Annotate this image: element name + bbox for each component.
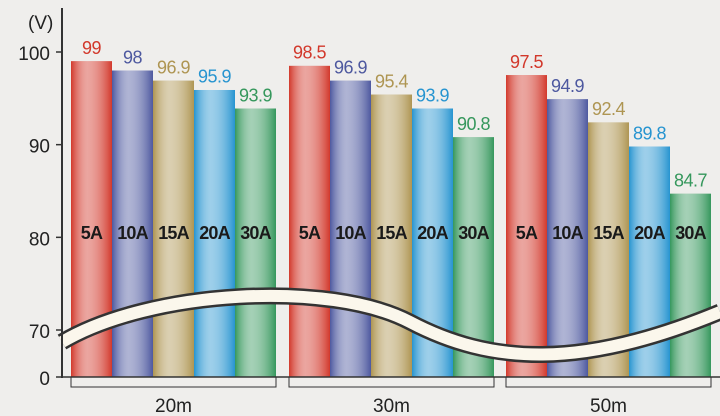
y-tick-label: 70 [29, 322, 50, 343]
series-label: 20A [417, 223, 448, 243]
value-label: 92.4 [592, 99, 626, 119]
bar-shine [153, 80, 194, 377]
value-label: 95.9 [198, 67, 232, 87]
value-label: 96.9 [334, 57, 368, 77]
value-label: 84.7 [674, 171, 708, 191]
bar-shine [547, 99, 588, 377]
category-bracket [70, 377, 277, 388]
axis-break-fill [58, 289, 720, 361]
series-label: 15A [376, 223, 407, 243]
category-bracket [505, 377, 712, 388]
value-label: 93.9 [416, 85, 450, 105]
bar-shine [670, 193, 711, 377]
y-tick-label: 80 [29, 229, 50, 250]
series-label: 15A [158, 223, 189, 243]
value-label: 94.9 [551, 76, 585, 96]
series-label: 30A [458, 223, 489, 243]
bar-shine [289, 65, 330, 378]
series-label: 30A [240, 223, 271, 243]
bar-shine [235, 108, 276, 377]
value-label: 89.8 [633, 123, 667, 143]
bar-shine [371, 94, 412, 378]
x-tick-label: 50m [590, 396, 627, 416]
series-label: 10A [552, 223, 583, 243]
value-label: 90.8 [457, 114, 491, 134]
bar-shine [506, 75, 547, 378]
bar-shine [588, 122, 629, 377]
series-label: 10A [335, 223, 366, 243]
x-tick-label: 30m [373, 396, 410, 416]
y-tick-label: 0 [39, 369, 50, 390]
series-label: 30A [675, 223, 706, 243]
bar-shine [330, 80, 371, 377]
series-label: 5A [299, 223, 321, 243]
series-label: 20A [199, 223, 230, 243]
value-label: 95.4 [375, 71, 409, 91]
y-axis-label: (V) [28, 13, 53, 34]
series-label: 10A [117, 223, 148, 243]
y-tick-label: 100 [18, 44, 50, 65]
x-tick-label: 20m [155, 396, 192, 416]
value-label: 98 [123, 47, 143, 67]
value-label: 93.9 [239, 85, 273, 105]
value-label: 99 [82, 38, 102, 58]
value-label: 96.9 [157, 57, 191, 77]
series-label: 5A [516, 223, 538, 243]
value-label: 98.5 [293, 43, 327, 63]
series-label: 5A [81, 223, 103, 243]
bar-shine [194, 89, 235, 377]
y-tick-label: 90 [29, 137, 50, 158]
series-label: 20A [634, 223, 665, 243]
category-bracket [288, 377, 495, 388]
value-label: 97.5 [510, 52, 544, 72]
series-label: 15A [593, 223, 624, 243]
